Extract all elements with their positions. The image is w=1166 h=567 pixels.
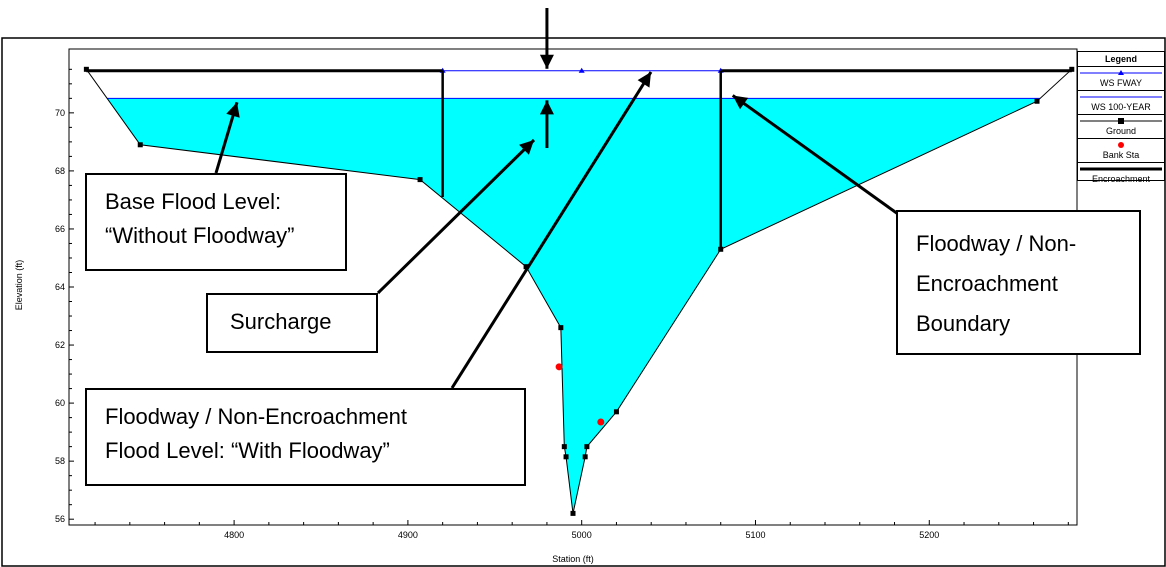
ground-point-10	[613, 409, 619, 415]
legend-item-bank-sta: Bank Sta	[1078, 139, 1164, 163]
legend-swatch-ws-100-year	[1080, 96, 1162, 98]
arrows-layer	[214, 8, 899, 389]
legend-item-encroachment: Encroachment	[1078, 163, 1164, 186]
callout-base-flood-line-1: Base Flood Level:	[105, 189, 282, 214]
arrow-surcharge-head	[519, 140, 534, 155]
y-tick-label-58: 58	[55, 456, 65, 466]
ground-point-3	[523, 264, 529, 270]
arrow-floodway-level-shaft	[450, 71, 653, 389]
legend-label-ground: Ground	[1105, 126, 1137, 136]
y-tick-label-64: 64	[55, 282, 65, 292]
ground-point-1	[137, 142, 143, 148]
ws-fway-marker-1	[578, 67, 585, 73]
series-lines-layer	[83, 66, 1075, 516]
arrow-surcharge-shaft	[376, 138, 536, 295]
x-tick-label-5000: 5000	[572, 530, 592, 540]
water-area-fill	[107, 98, 1041, 514]
y-tick-label-68: 68	[55, 166, 65, 176]
callout-surcharge: Surcharge	[206, 293, 378, 353]
callout-boundary-line-2: Encroachment	[916, 271, 1058, 296]
arrow-top-down-head	[539, 54, 554, 69]
y-tick-label-66: 66	[55, 224, 65, 234]
y-tick-label-60: 60	[55, 398, 65, 408]
ground-point-11	[718, 246, 724, 252]
callout-floodway-level-line-1: Floodway / Non-Encroachment	[105, 404, 408, 429]
callout-surcharge-line-1: Surcharge	[230, 309, 332, 334]
x-tick-label-4800: 4800	[224, 530, 244, 540]
x-axis-title: Station (ft)	[552, 554, 594, 564]
callout-base-flood-line-2: “Without Floodway”	[105, 223, 295, 248]
x-tick-label-4900: 4900	[398, 530, 418, 540]
ground-point-7	[570, 510, 576, 516]
callout-boundary-line-1: Floodway / Non-	[916, 231, 1077, 256]
legend-label-bank-sta: Bank Sta	[1102, 150, 1140, 160]
bank-station-1	[597, 418, 605, 426]
x-tick-label-5200: 5200	[919, 530, 939, 540]
legend-title: Legend	[1078, 52, 1164, 67]
legend-swatch-ground	[1080, 118, 1162, 124]
ground-point-2	[417, 177, 423, 183]
arrow-boundary-shaft	[731, 94, 899, 216]
ground-point-13	[1069, 66, 1075, 72]
arrow-base-flood-head	[226, 102, 240, 118]
callout-floodway-flood-level: Floodway / Non-Encroachment Flood Level:…	[85, 388, 526, 486]
callout-floodway-boundary: Floodway / Non- Encroachment Boundary	[896, 210, 1141, 355]
outer-frame	[1, 37, 1166, 567]
ground-point-12	[1034, 98, 1040, 104]
ground-point-5	[561, 444, 567, 450]
floodway-surcharge-band	[442, 70, 721, 99]
callout-boundary-line-3: Boundary	[916, 311, 1011, 336]
ground-point-8	[582, 454, 588, 460]
legend-swatch-encroachment	[1080, 167, 1162, 171]
legend-swatch-ws-fway	[1080, 70, 1162, 75]
legend-swatch-bank-sta	[1118, 142, 1124, 148]
legend-label-ws-fway: WS FWAY	[1100, 78, 1142, 88]
legend-label-ws-100-year: WS 100-YEAR	[1091, 102, 1151, 112]
ground-point-0	[83, 66, 89, 72]
y-tick-label-70: 70	[55, 108, 65, 118]
ground-point-9	[584, 444, 590, 450]
callout-floodway-level-line-2: Flood Level: “With Floodway”	[105, 438, 390, 463]
y-axis-title: Elevation (ft)	[14, 260, 24, 311]
bank-station-0	[555, 363, 563, 371]
legend-item-ws-fway: WS FWAY	[1078, 67, 1164, 91]
legend-label-encroachment: Encroachment	[1091, 174, 1151, 184]
arrow-boundary-head	[732, 95, 749, 110]
ground-line	[85, 68, 1073, 514]
legend-item-ws-100-year: WS 100-YEAR	[1078, 91, 1164, 115]
y-tick-label-62: 62	[55, 340, 65, 350]
legend-box: Legend WS FWAY WS 100-YEAR Ground Bank S…	[1077, 51, 1165, 184]
x-tick-label-5100: 5100	[745, 530, 765, 540]
legend-item-ground: Ground	[1078, 115, 1164, 139]
ground-point-6	[563, 454, 569, 460]
y-tick-label-56: 56	[55, 514, 65, 524]
arrow-floodway-level-head	[637, 72, 651, 88]
callout-base-flood-level: Base Flood Level: “Without Floodway”	[85, 173, 347, 271]
ground-point-4	[558, 325, 564, 331]
water-fill-layer	[107, 70, 1041, 514]
arrow-surcharge-up-head	[539, 100, 554, 115]
axis-ticks-layer: 4800 4900 5000 5100 5200 56 58 60 62 64 66 68 70	[55, 68, 1069, 540]
